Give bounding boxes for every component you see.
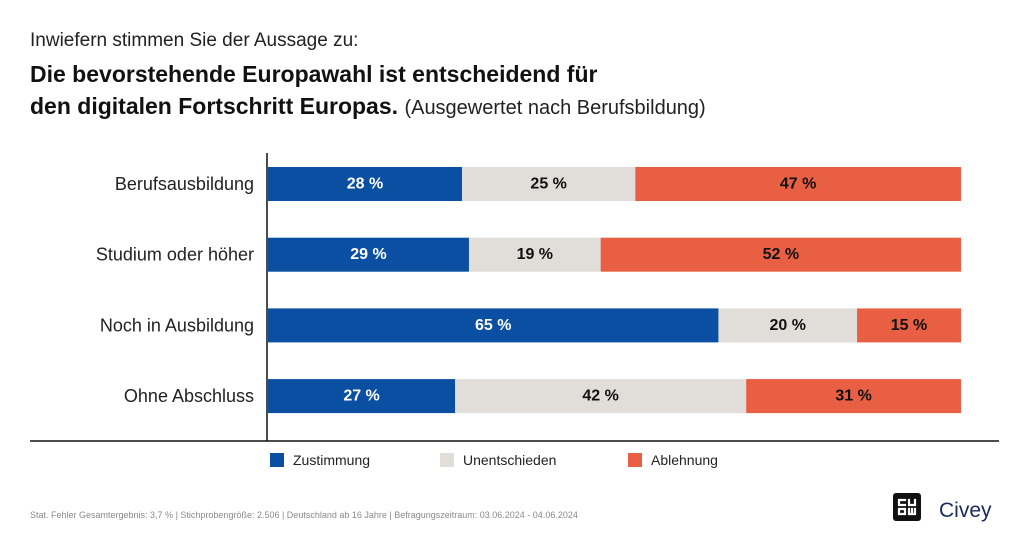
category-label-ohne-abschluss: Ohne Abschluss (124, 386, 254, 406)
data-label-ohne-abschluss-ablehnung: 31 % (835, 388, 871, 405)
data-label-studium-oder-h-her-zustimmung: 29 % (350, 246, 386, 263)
chart-title: Die bevorstehende Europawahl ist entsche… (30, 58, 706, 124)
data-label-noch-in-ausbildung-unentschieden: 20 % (770, 317, 806, 334)
bar-berufsausbildung-zustimmung (268, 167, 463, 201)
chart-legend: Zustimmung Unentschieden Ablehnung (270, 452, 990, 472)
bar-studium-oder-h-her-ablehnung (600, 237, 961, 272)
category-label-berufsausbildung: Berufsausbildung (115, 174, 254, 194)
bar-noch-in-ausbildung-zustimmung (268, 308, 719, 343)
bar-studium-oder-h-her-unentschieden (468, 237, 601, 272)
data-label-berufsausbildung-zustimmung: 28 % (347, 176, 383, 193)
title-line-1: Die bevorstehende Europawahl ist entsche… (30, 61, 598, 87)
data-label-berufsausbildung-ablehnung: 47 % (780, 176, 816, 193)
category-label-studium-oder-h-her: Studium oder höher (96, 245, 254, 265)
bar-noch-in-ausbildung-ablehnung (857, 308, 961, 343)
title-line-2: den digitalen Fortschritt Europas. (Ausg… (30, 90, 706, 124)
bar-berufsausbildung-unentschieden (462, 167, 636, 201)
legend-swatch-ablehnung (628, 453, 642, 467)
footer-note: Stat. Fehler Gesamtergebnis: 3,7 % | Sti… (30, 510, 578, 520)
bar-noch-in-ausbildung-unentschieden (718, 308, 858, 343)
data-label-berufsausbildung-unentschieden: 25 % (530, 176, 566, 193)
legend-label-unentschieden: Unentschieden (463, 452, 557, 468)
legend-swatch-zustimmung (270, 453, 284, 467)
brand-name: Civey (939, 499, 992, 522)
data-label-studium-oder-h-her-ablehnung: 52 % (763, 246, 799, 263)
bar-ohne-abschluss-ablehnung (746, 379, 961, 414)
legend-item-ablehnung: Ablehnung (628, 452, 718, 468)
legend-label-ablehnung: Ablehnung (651, 452, 718, 468)
legend-item-zustimmung: Zustimmung (270, 452, 370, 468)
data-label-studium-oder-h-her-unentschieden: 19 % (517, 246, 553, 263)
category-label-noch-in-ausbildung: Noch in Ausbildung (100, 315, 254, 335)
bar-ohne-abschluss-unentschieden (455, 379, 747, 414)
title-line-2-text: den digitalen Fortschritt Europas. (30, 93, 399, 119)
bar-berufsausbildung-ablehnung (635, 167, 961, 201)
bar-studium-oder-h-her-zustimmung (268, 237, 469, 272)
legend-label-zustimmung: Zustimmung (293, 452, 371, 468)
legend-item-unentschieden: Unentschieden (440, 452, 556, 468)
data-label-ohne-abschluss-unentschieden: 42 % (582, 388, 618, 405)
data-label-noch-in-ausbildung-ablehnung: 15 % (891, 317, 927, 334)
data-label-noch-in-ausbildung-zustimmung: 65 % (475, 317, 511, 334)
chart-kicker: Inwiefern stimmen Sie der Aussage zu: (30, 30, 359, 51)
bar-ohne-abschluss-zustimmung (268, 379, 456, 414)
chart-subtitle: (Ausgewertet nach Berufsbildung) (404, 97, 706, 119)
data-label-ohne-abschluss-zustimmung: 27 % (343, 388, 379, 405)
legend-swatch-unentschieden (440, 453, 454, 467)
civey-logo-icon (893, 493, 921, 521)
